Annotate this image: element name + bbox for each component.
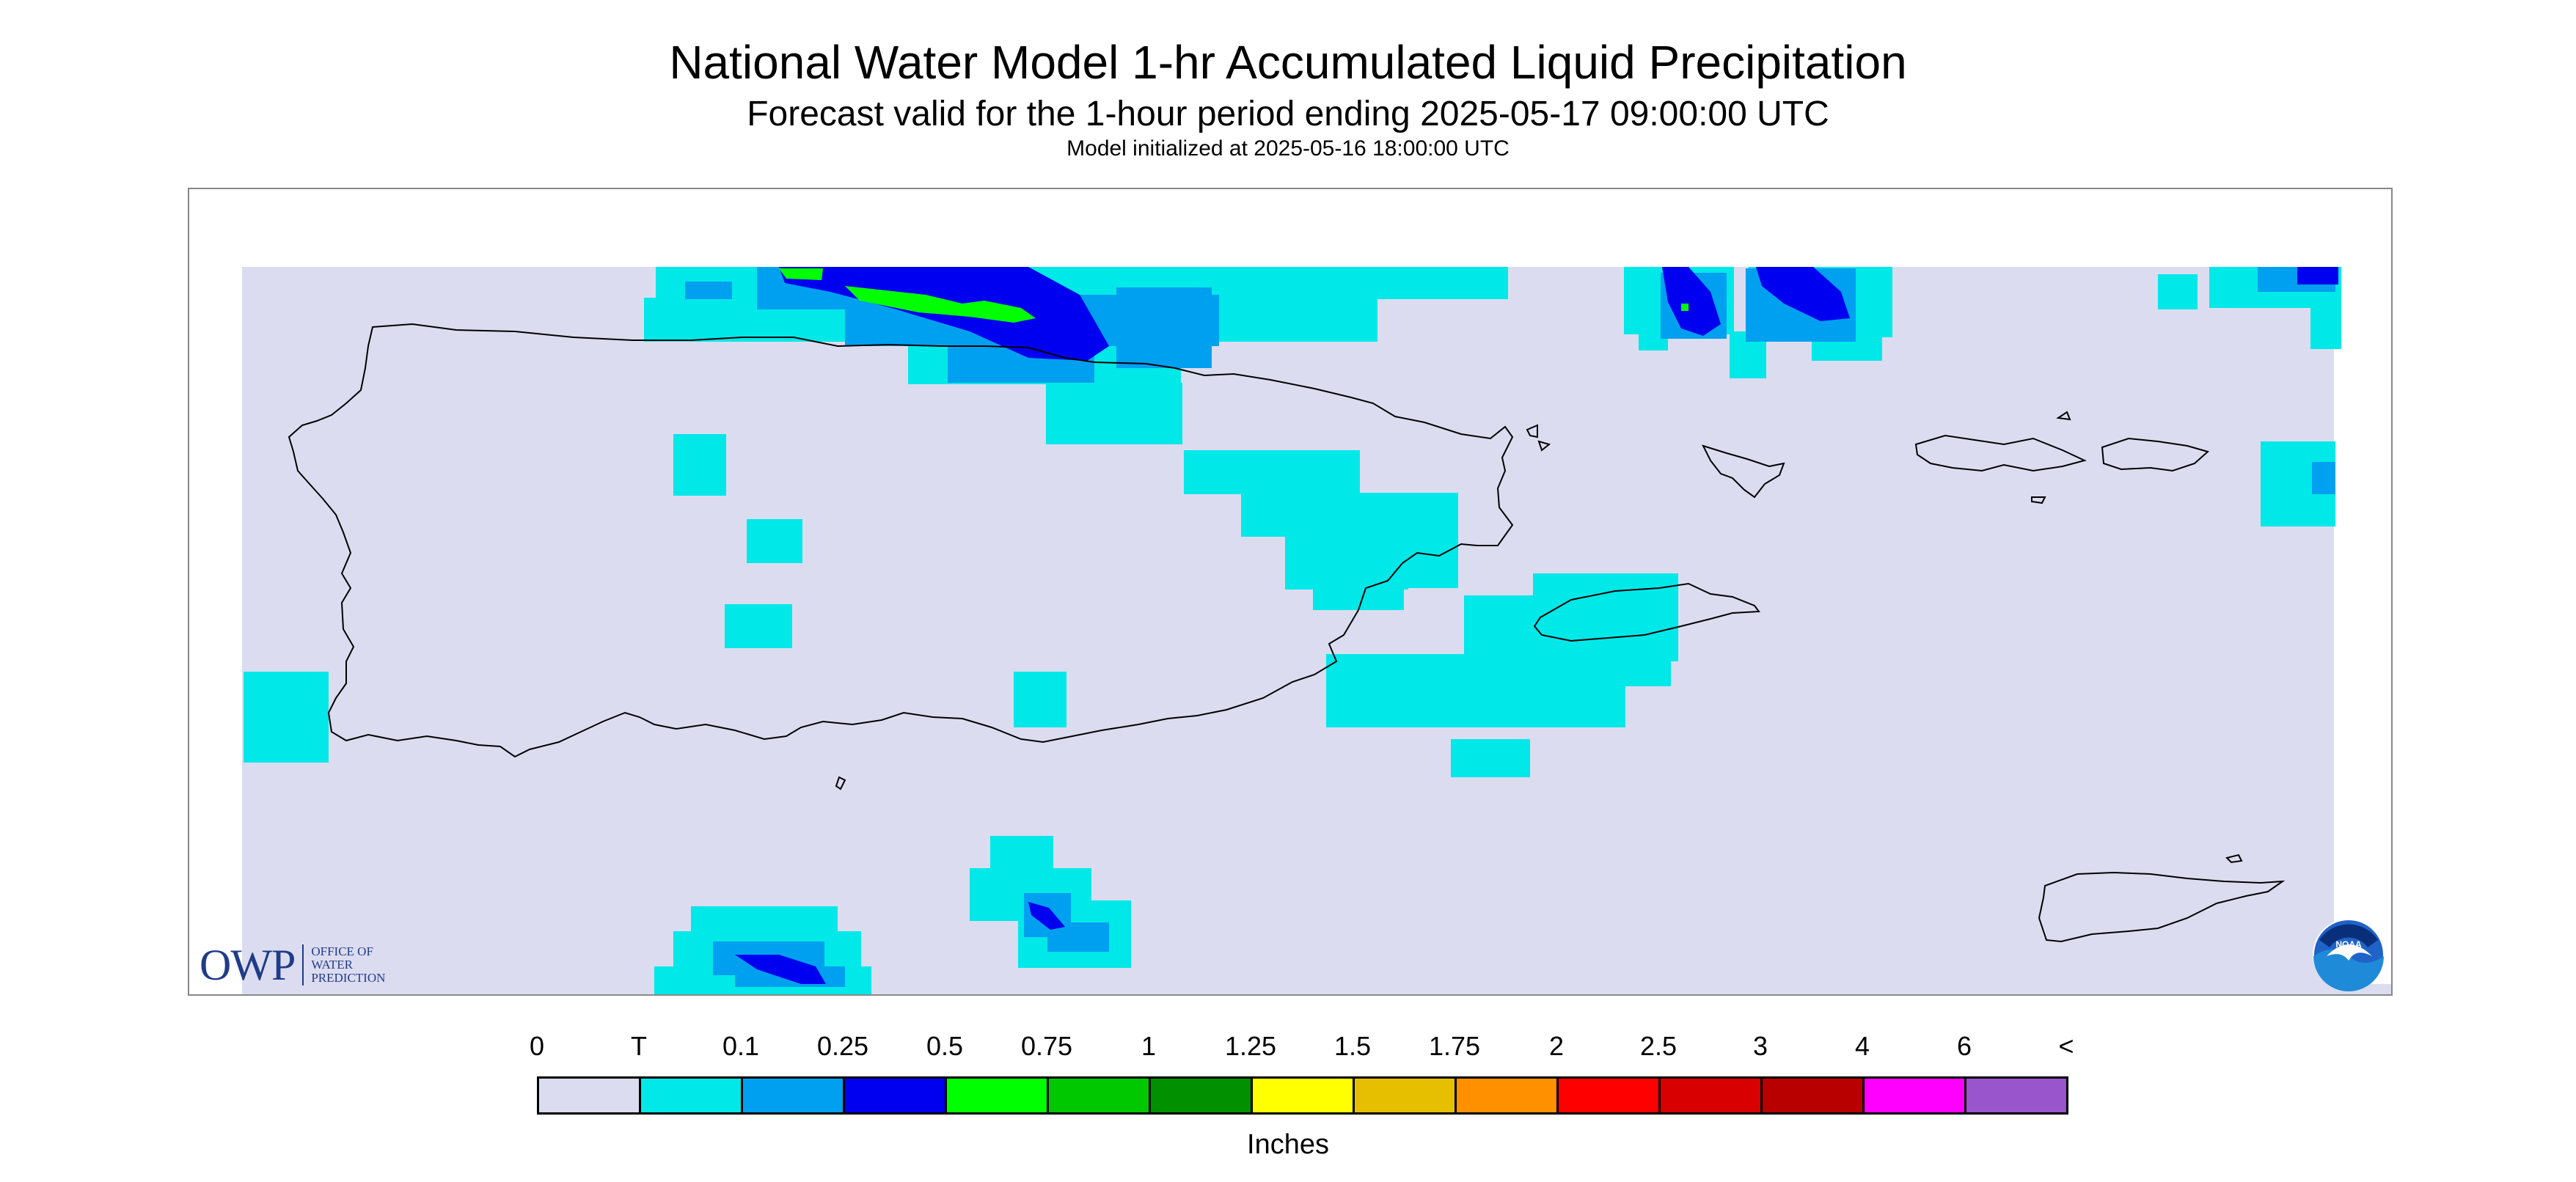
legend-label: 2 [1548, 1031, 1565, 1061]
legend-label: 3 [1752, 1031, 1768, 1061]
legend-label: 1.25 [1224, 1031, 1277, 1061]
legend-swatch-12 [1763, 1079, 1865, 1112]
coastlines [288, 323, 2286, 943]
legend-swatch-11 [1661, 1079, 1763, 1112]
model-init-line: Model initialized at 2025-05-16 18:00:00… [1066, 136, 1510, 161]
map-title: National Water Model 1-hr Accumulated Li… [669, 36, 1907, 89]
legend-swatch-10 [1559, 1079, 1661, 1112]
st-thomas-outline [1914, 434, 2087, 472]
legend-color-bar [537, 1076, 2068, 1115]
legend-label: 2.5 [1639, 1031, 1677, 1061]
puerto-rico-outline [288, 323, 1514, 758]
noaa-logo-text: NOAA [2335, 939, 2362, 950]
legend-label: 6 [1956, 1031, 1972, 1061]
legend-label: 0.1 [722, 1031, 760, 1061]
legend-swatch-3 [845, 1079, 947, 1112]
legend-swatch-2 [743, 1079, 845, 1112]
legend-label: 0.5 [926, 1031, 964, 1061]
legend-label: 1.5 [1333, 1031, 1372, 1061]
legend-units: Inches [1247, 1129, 1329, 1160]
st-john-outline [2101, 437, 2210, 472]
owp-logo-divider [302, 944, 304, 985]
legend-swatch-7 [1253, 1079, 1355, 1112]
legend-swatch-8 [1355, 1079, 1457, 1112]
legend-label: T [631, 1031, 647, 1061]
legend-swatch-1 [641, 1079, 743, 1112]
legend-swatch-13 [1865, 1079, 1966, 1112]
noaa-logo: NOAA [2313, 919, 2385, 991]
map-subtitle: Forecast valid for the 1-hour period end… [747, 95, 1829, 133]
legend-label: 1 [1141, 1031, 1157, 1061]
culebra-outline [1702, 444, 1785, 499]
no-precip-area [242, 267, 2334, 994]
legend-swatch-14 [1966, 1079, 2066, 1112]
legend-label: 0.25 [816, 1031, 869, 1061]
caja-de-muertos-outline [835, 776, 846, 790]
legend-swatch-6 [1151, 1079, 1253, 1112]
legend-label: 0 [529, 1031, 545, 1061]
owp-logo: OWP OFFICE OF WATER PREDICTION [200, 941, 386, 989]
legend-label: 0.75 [1020, 1031, 1073, 1061]
legend-swatch-5 [1049, 1079, 1151, 1112]
legend-label: < [2058, 1031, 2074, 1061]
precipitation-map [188, 188, 2393, 996]
legend-swatch-4 [947, 1079, 1049, 1112]
owp-logo-mark: OWP [200, 940, 296, 989]
legend-label: 4 [1854, 1031, 1870, 1061]
legend-label: 1.75 [1428, 1031, 1481, 1061]
vieques-outline [1533, 582, 1760, 642]
precip-heavy-areas [779, 268, 1688, 323]
owp-logo-text: OFFICE OF WATER PREDICTION [311, 944, 386, 985]
map-canvas [189, 189, 2391, 994]
st-croix-outline [2038, 871, 2286, 943]
legend-swatch-0 [539, 1079, 641, 1112]
legend-swatch-9 [1457, 1079, 1559, 1112]
